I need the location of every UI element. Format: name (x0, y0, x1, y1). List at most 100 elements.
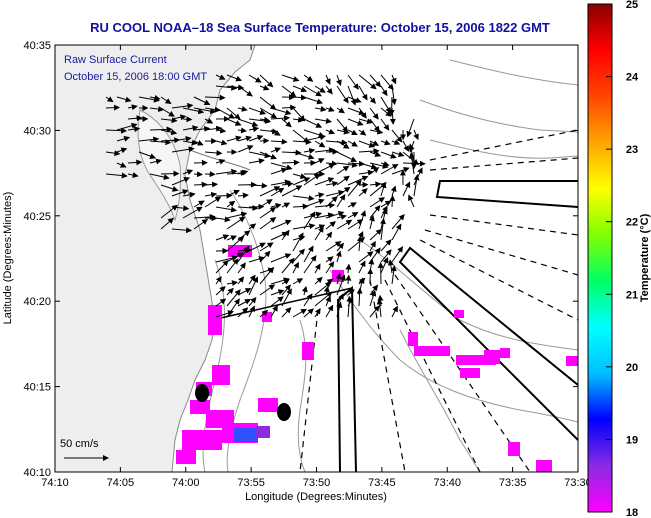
current-vector (314, 158, 325, 164)
current-vector (391, 151, 405, 158)
current-vector (325, 196, 338, 208)
current-vector (303, 74, 314, 82)
current-vector (390, 74, 397, 85)
current-vector (281, 181, 294, 188)
current-vector (270, 296, 284, 307)
current-vector (336, 175, 350, 186)
current-vector (292, 85, 308, 93)
x-tick-label: 74:05 (107, 477, 135, 489)
current-vector (369, 140, 380, 146)
sst-patch (460, 368, 480, 378)
current-vector (303, 308, 314, 318)
x-tick-label: 73:40 (433, 477, 461, 489)
current-vector (402, 160, 426, 167)
current-vector (292, 232, 304, 252)
current-vector (259, 186, 281, 197)
sst-patch (508, 442, 520, 456)
current-vector (138, 151, 157, 159)
current-vector (171, 177, 191, 186)
current-vector (347, 289, 355, 296)
current-vector (369, 305, 380, 318)
current-vector (369, 240, 376, 252)
current-vector (358, 260, 366, 274)
current-vector (259, 84, 270, 91)
current-vector (336, 140, 350, 149)
current-vector (347, 129, 358, 136)
current-vector (237, 105, 248, 112)
current-vector (160, 184, 179, 192)
current-vector (314, 281, 332, 296)
current-vector (270, 138, 288, 145)
current-vector (358, 188, 368, 197)
current-vector (391, 139, 401, 145)
plot-area: Raw Surface Current October 15, 2006 18:… (55, 45, 578, 472)
current-vector (204, 181, 219, 188)
current-vector (281, 288, 292, 307)
current-vector (325, 128, 336, 135)
current-vector (226, 235, 238, 241)
current-vector (127, 115, 143, 122)
current-vector (259, 284, 276, 296)
current-vector (380, 164, 399, 175)
current-vector (336, 161, 358, 168)
sst-patch (500, 348, 510, 358)
current-vector (408, 194, 415, 208)
current-vector (105, 104, 120, 111)
y-tick-label: 40:35 (23, 40, 51, 52)
current-vector (281, 257, 295, 274)
current-vector (248, 126, 260, 133)
current-vector (335, 250, 342, 263)
current-vector (237, 307, 249, 318)
current-vector (391, 305, 398, 318)
current-vector (182, 107, 205, 115)
current-vector (325, 139, 348, 146)
current-vector (237, 118, 259, 127)
current-vector (281, 278, 290, 285)
lane-east-upper (435, 180, 578, 208)
current-vector (369, 181, 382, 188)
current-vector (193, 218, 209, 230)
current-vector (116, 122, 138, 131)
current-vector (325, 85, 333, 95)
current-vector (303, 293, 313, 307)
current-vector (292, 223, 316, 230)
current-vector (270, 167, 288, 175)
current-vector (347, 140, 358, 147)
current-vector (248, 223, 257, 230)
current-vector (325, 211, 345, 219)
current-vector (160, 107, 175, 117)
current-vector (356, 287, 363, 307)
annotation-line-1: Raw Surface Current (64, 54, 167, 66)
current-vector (215, 192, 233, 199)
current-vector (105, 127, 128, 134)
scale-arrow-label: 50 cm/s (60, 438, 99, 450)
current-vector (193, 96, 211, 106)
current-vector (292, 116, 305, 123)
y-tick-label: 40:30 (23, 125, 51, 137)
current-vector (314, 140, 326, 148)
current-vector (270, 179, 291, 186)
current-vector (358, 148, 380, 155)
current-vector (248, 297, 257, 307)
current-vector (259, 96, 277, 110)
current-vector (259, 107, 278, 119)
current-vector (193, 200, 205, 208)
current-vector (160, 117, 178, 124)
current-vector (391, 214, 405, 230)
x-tick-label: 73:45 (368, 477, 396, 489)
current-vector (314, 307, 321, 318)
current-vector (237, 145, 254, 153)
current-vector (303, 118, 323, 128)
current-vector (336, 242, 345, 252)
current-vector (215, 216, 231, 223)
current-vector (347, 74, 359, 90)
current-vector (226, 216, 246, 230)
current-vector (369, 228, 383, 241)
current-vector (270, 147, 282, 153)
colorbar-tick-label: 24 (626, 72, 639, 84)
current-vector (259, 250, 271, 263)
current-vector (237, 262, 246, 274)
colorbar-tick-label: 22 (626, 217, 638, 229)
current-vector (270, 305, 278, 318)
current-vector (204, 191, 218, 198)
